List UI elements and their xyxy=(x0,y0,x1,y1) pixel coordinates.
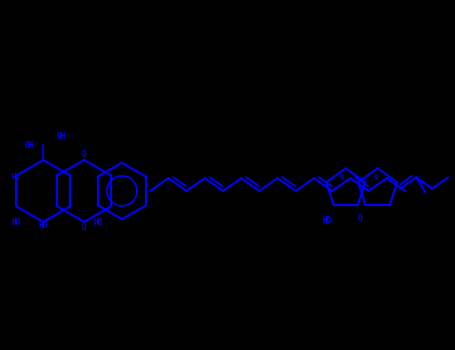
Text: O: O xyxy=(82,223,86,232)
Text: OH: OH xyxy=(57,132,66,141)
Text: OH: OH xyxy=(25,141,34,150)
Text: O: O xyxy=(340,174,344,180)
Text: HO: HO xyxy=(11,173,20,182)
Text: HO: HO xyxy=(323,216,332,225)
Text: O: O xyxy=(82,150,86,159)
Text: HO: HO xyxy=(11,218,20,227)
Text: O: O xyxy=(373,174,378,180)
Text: HO: HO xyxy=(39,220,48,230)
Text: HO: HO xyxy=(93,218,102,227)
Text: O: O xyxy=(357,214,362,223)
